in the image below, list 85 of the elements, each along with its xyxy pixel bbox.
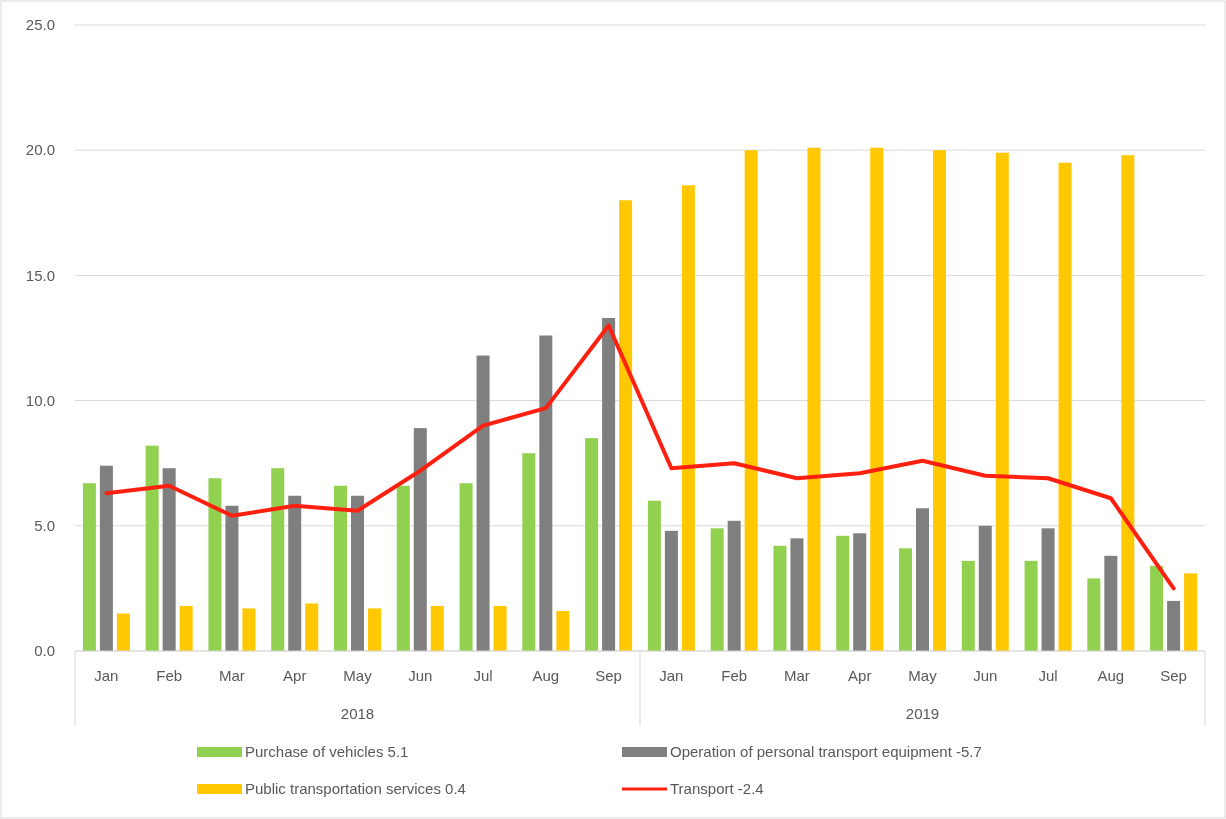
bar bbox=[116, 613, 130, 651]
x-tick-label: May bbox=[908, 667, 938, 684]
bar bbox=[664, 530, 678, 651]
text: 2018 bbox=[340, 705, 375, 722]
legend-label: Public transportation services 0.4 bbox=[245, 780, 466, 798]
bar bbox=[145, 445, 159, 651]
x-tick-label: Feb bbox=[721, 667, 748, 684]
x-tick-label: Mar bbox=[784, 667, 810, 684]
bar bbox=[413, 428, 427, 651]
bar bbox=[995, 152, 1009, 651]
x-tick-label: Jul bbox=[473, 667, 493, 684]
x-tick-label: Sep bbox=[1160, 667, 1187, 684]
x-tick-label: Aug bbox=[1097, 667, 1125, 684]
bar bbox=[1024, 560, 1038, 651]
y-tick-label: 25.0 bbox=[25, 16, 55, 34]
x-tick-label: Apr bbox=[283, 667, 307, 684]
bar bbox=[961, 560, 975, 651]
text: 2019 bbox=[905, 705, 940, 722]
bar bbox=[1121, 155, 1135, 651]
bar bbox=[916, 508, 929, 651]
bar bbox=[1104, 555, 1118, 651]
bar bbox=[271, 468, 285, 651]
x-tick-label: Sep bbox=[595, 667, 622, 684]
y-tick-label: 5.0 bbox=[34, 517, 55, 535]
bar bbox=[1150, 565, 1164, 651]
y-tick-label: 10.0 bbox=[25, 391, 55, 409]
y-tick-label: 15.0 bbox=[25, 266, 55, 284]
bar bbox=[1167, 600, 1181, 651]
y-tick-label: 20.0 bbox=[25, 141, 55, 159]
line-series bbox=[104, 323, 1176, 591]
bar bbox=[459, 483, 473, 651]
bar bbox=[368, 608, 381, 651]
bar bbox=[288, 495, 302, 651]
x-tick-label: Jun bbox=[408, 667, 433, 684]
y-tick-label: 0.0 bbox=[34, 642, 55, 660]
bar bbox=[556, 610, 570, 651]
bar bbox=[790, 538, 804, 651]
bar bbox=[853, 533, 867, 651]
x-tick-label: Mar bbox=[219, 667, 245, 684]
bar bbox=[430, 605, 444, 651]
x-tick-label: Jan bbox=[659, 667, 684, 684]
bar bbox=[334, 485, 347, 651]
bar bbox=[602, 317, 616, 651]
bar bbox=[476, 355, 490, 651]
bar bbox=[899, 548, 912, 651]
bar bbox=[681, 185, 695, 651]
bar bbox=[1184, 573, 1198, 651]
x-tick-label: Jan bbox=[94, 667, 119, 684]
bar bbox=[82, 483, 96, 651]
x-tick-label: Jul bbox=[1038, 667, 1058, 684]
bar bbox=[807, 147, 821, 651]
bar bbox=[710, 528, 724, 651]
bar bbox=[99, 465, 113, 651]
bar bbox=[522, 453, 536, 651]
bar bbox=[305, 603, 319, 651]
legend-label: Purchase of vehicles 5.1 bbox=[245, 743, 409, 761]
x-tick-label: Feb bbox=[156, 667, 183, 684]
legend-label: Operation of personal transport equipment -5.7 bbox=[670, 743, 982, 761]
bar bbox=[396, 485, 410, 651]
bar bbox=[773, 545, 787, 651]
bar bbox=[647, 500, 661, 651]
bar bbox=[179, 605, 193, 651]
bar bbox=[242, 608, 256, 651]
x-tick-label: Jun bbox=[973, 667, 998, 684]
bar bbox=[493, 605, 507, 651]
bar bbox=[1058, 162, 1072, 651]
x-tick-label: May bbox=[343, 667, 373, 684]
bar bbox=[162, 468, 176, 651]
bar bbox=[351, 495, 364, 651]
bar bbox=[585, 438, 599, 651]
bar bbox=[208, 478, 222, 651]
x-tick-label: Apr bbox=[848, 667, 872, 684]
x-tick-label: Aug bbox=[532, 667, 560, 684]
bar bbox=[225, 505, 239, 651]
bar bbox=[1041, 528, 1055, 651]
bar bbox=[978, 525, 992, 651]
bar bbox=[1087, 578, 1101, 651]
bar bbox=[619, 200, 633, 651]
bar bbox=[727, 520, 741, 651]
bar bbox=[744, 150, 758, 651]
bar bbox=[933, 150, 946, 651]
bar bbox=[870, 147, 884, 651]
bar bbox=[836, 535, 850, 651]
legend-label: Transport -2.4 bbox=[670, 780, 764, 798]
bar bbox=[539, 335, 553, 651]
